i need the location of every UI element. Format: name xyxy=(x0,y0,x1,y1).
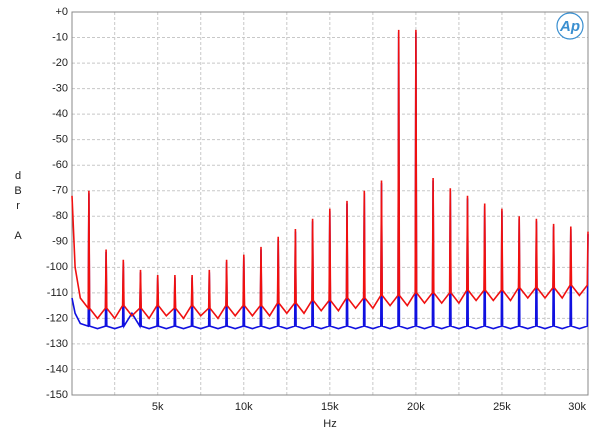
x-tick-label: 20k xyxy=(407,401,425,413)
y-tick-label: -120 xyxy=(46,312,68,324)
series-line xyxy=(71,29,589,320)
x-tick-label: 5k xyxy=(152,401,164,413)
y-tick-label: -130 xyxy=(46,338,68,350)
y-tick-label: -80 xyxy=(52,210,68,222)
x-tick-label: 30k xyxy=(568,401,586,413)
y-axis-label: dBr A xyxy=(12,170,24,245)
x-tick-label: 15k xyxy=(321,401,339,413)
y-tick-label: +0 xyxy=(55,6,68,18)
y-tick-label: -70 xyxy=(52,185,68,197)
y-tick-label: -140 xyxy=(46,363,68,375)
y-tick-label: -30 xyxy=(52,83,68,95)
y-tick-label: -60 xyxy=(52,159,68,171)
logo-ring xyxy=(556,12,584,40)
x-tick-label: 25k xyxy=(493,401,511,413)
y-tick-label: -40 xyxy=(52,108,68,120)
y-tick-label: -110 xyxy=(47,287,68,299)
logo: Ap xyxy=(559,18,580,35)
y-tick-label: -100 xyxy=(46,261,68,273)
y-tick-label: -20 xyxy=(52,57,68,69)
y-tick-label: -50 xyxy=(52,134,68,146)
y-tick-label: -10 xyxy=(52,31,68,43)
y-tick-label: -90 xyxy=(52,236,68,248)
x-axis-label: Hz xyxy=(323,418,336,430)
x-tick-label: 10k xyxy=(235,401,253,413)
y-tick-label: -150 xyxy=(46,389,68,401)
